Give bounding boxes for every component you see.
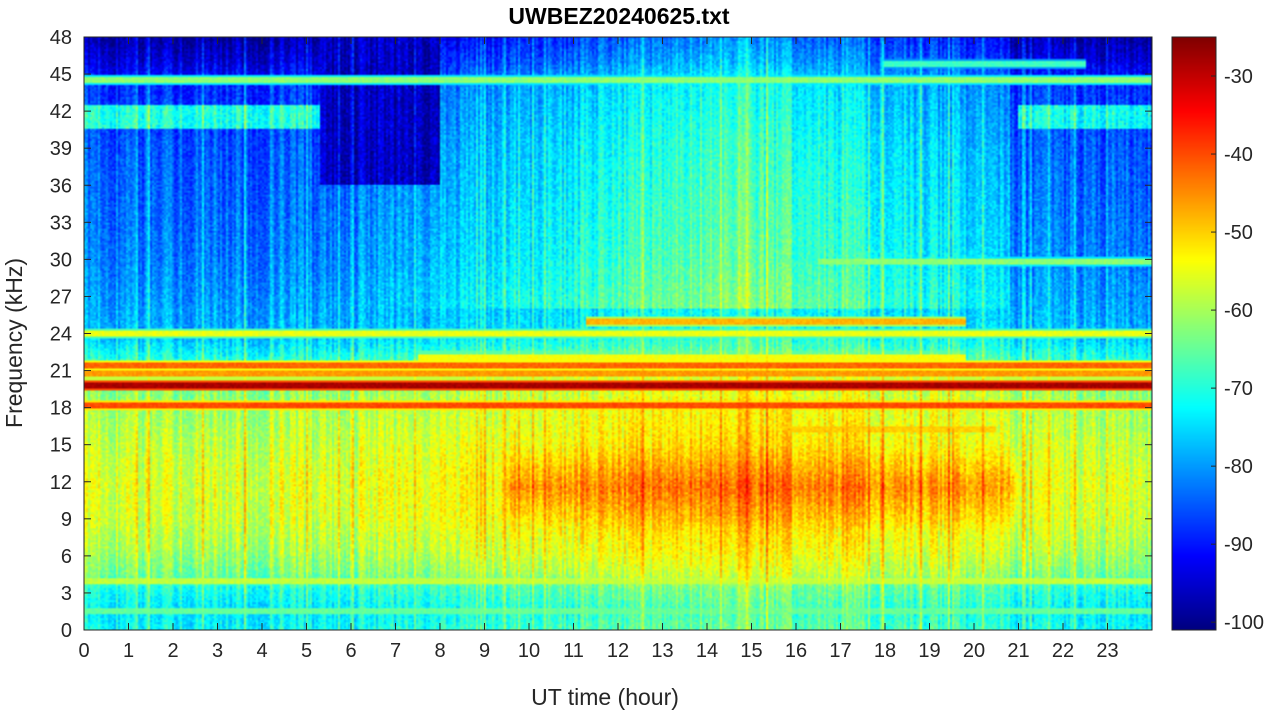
y-tick-label: 6 bbox=[61, 546, 72, 568]
x-tick-label: 2 bbox=[167, 640, 178, 662]
x-tick-label: 5 bbox=[301, 640, 312, 662]
x-tick-label: 13 bbox=[651, 640, 673, 662]
y-tick-label: 15 bbox=[50, 435, 72, 457]
x-tick-label: 8 bbox=[434, 640, 445, 662]
x-tick-label: 12 bbox=[607, 640, 629, 662]
y-tick-label: 24 bbox=[50, 324, 72, 346]
x-tick-label: 10 bbox=[518, 640, 540, 662]
colorbar-frame bbox=[1171, 36, 1217, 631]
x-axis-ticks: 0 1 2 3 4 5 6 7 8 9 10 11 12 13 14 15 16 17 18 19 20 21 22 23 bbox=[78, 37, 1119, 662]
y-tick-label: 12 bbox=[50, 472, 72, 494]
x-tick-label: 21 bbox=[1007, 640, 1029, 662]
x-tick-label: 14 bbox=[696, 640, 718, 662]
x-tick-label: 15 bbox=[740, 640, 762, 662]
colorbar-image bbox=[1172, 37, 1216, 630]
x-tick-label: 18 bbox=[874, 640, 896, 662]
colorbar-tick-label: -60 bbox=[1224, 300, 1253, 322]
spectrogram-heatmap bbox=[84, 37, 1152, 630]
y-tick-label: 45 bbox=[50, 64, 72, 86]
y-tick-label: 36 bbox=[50, 175, 72, 197]
colorbar-gradient bbox=[1172, 37, 1216, 630]
y-tick-label: 18 bbox=[50, 398, 72, 420]
y-tick-label: 39 bbox=[50, 138, 72, 160]
x-tick-label: 0 bbox=[78, 640, 89, 662]
x-tick-label: 22 bbox=[1052, 640, 1074, 662]
y-tick-label: 48 bbox=[50, 27, 72, 49]
colorbar-tick-label: -100 bbox=[1224, 612, 1264, 634]
colorbar-tick-label: -30 bbox=[1224, 66, 1253, 88]
x-axis-label: UT time (hour) bbox=[531, 684, 679, 710]
x-tick-label: 1 bbox=[123, 640, 134, 662]
colorbar-tick-label: -90 bbox=[1224, 534, 1253, 556]
y-tick-label: 42 bbox=[50, 101, 72, 123]
x-tick-label: 19 bbox=[918, 640, 940, 662]
spectrogram-image bbox=[84, 37, 1152, 630]
y-tick-label: 27 bbox=[50, 286, 72, 308]
y-tick-label: 0 bbox=[61, 620, 72, 642]
x-tick-label: 23 bbox=[1096, 640, 1118, 662]
x-tick-label: 16 bbox=[785, 640, 807, 662]
x-tick-label: 20 bbox=[963, 640, 985, 662]
y-axis-label: Frequency (kHz) bbox=[1, 258, 27, 428]
chart-title: UWBEZ20240625.txt bbox=[508, 3, 729, 29]
colorbar-tick-label: -40 bbox=[1224, 144, 1253, 166]
colorbar-tick-label: -70 bbox=[1224, 378, 1253, 400]
x-tick-label: 11 bbox=[563, 640, 584, 662]
colorbar-ticks: -100 -90 -80 -70 -60 -50 -40 -30 bbox=[1211, 66, 1264, 634]
x-tick-label: 4 bbox=[256, 640, 267, 662]
y-tick-label: 3 bbox=[61, 583, 72, 605]
y-tick-label: 9 bbox=[61, 509, 72, 531]
x-tick-label: 17 bbox=[829, 640, 851, 662]
x-tick-label: 3 bbox=[212, 640, 223, 662]
y-tick-label: 33 bbox=[50, 212, 72, 234]
y-tick-label: 21 bbox=[50, 361, 72, 383]
x-tick-label: 6 bbox=[345, 640, 356, 662]
x-tick-label: 9 bbox=[479, 640, 490, 662]
colorbar-tick-label: -80 bbox=[1224, 456, 1253, 478]
x-tick-label: 7 bbox=[390, 640, 401, 662]
y-tick-label: 30 bbox=[50, 249, 72, 271]
colorbar-tick-label: -50 bbox=[1224, 222, 1253, 244]
